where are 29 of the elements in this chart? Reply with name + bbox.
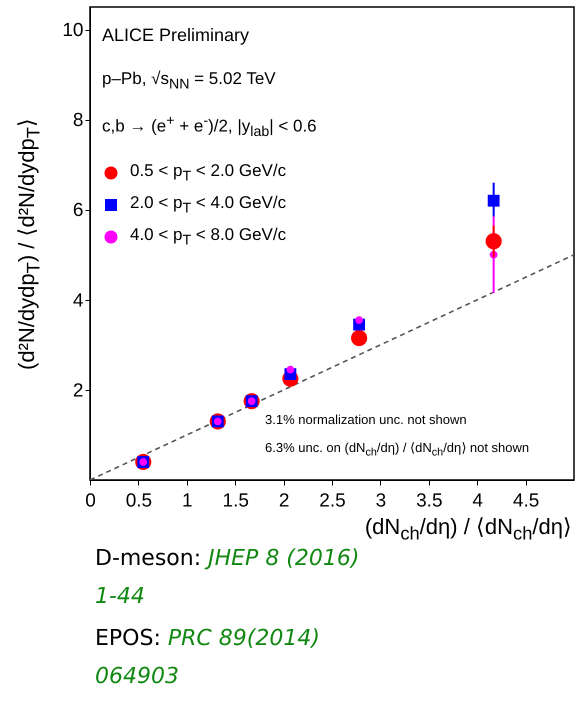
x-tick-label: 0 [85,490,96,512]
y-tick-label: 4 [72,290,84,312]
x-tick-label: 3 [376,490,386,512]
annotation: ALICE Preliminary [102,25,250,46]
annotation: 3.1% normalization unc. not shown [265,412,467,427]
text: D-meson: JHEP 8 (2016) 1-44 [95,546,360,609]
x-tick-label: 4 [472,490,484,512]
x-tick-label: 2 [278,490,290,512]
y-tick-label: 10 [62,20,84,42]
x-tick-label: 3.5 [416,490,443,512]
x-tick-label: 1.5 [222,490,249,512]
legend-label: 4.0 < p$_{T}$ < 8.0 GeV/c [130,225,286,249]
y-tick-label: 2 [72,380,84,402]
point [351,330,368,346]
x-tick-label: 1 [182,490,193,512]
x-tick-label: 2.5 [319,490,346,512]
point [355,316,363,324]
annotation: 6.3% unc. on (dN$_{ch}$/dη) / ⟨dN$_{ch}$/dη⟩ not shown [265,440,530,459]
x-tick-label: 0.5 [126,490,152,512]
annotation: c,b → (e$^{+}$ + e$^{-}$)/2, |y$_{lab}$| < 0.6 [102,113,317,140]
legend-label: 2.0 < p$_{T}$ < 4.0 GeV/c [130,193,286,217]
point [286,366,294,374]
annotation: p–Pb, √s$_{NN}$ = 5.02 TeV [102,69,276,92]
x-axis-title: (dN$_{ch}$/dη) / ⟨dN$_{ch}$/dη⟩ [364,514,572,544]
y-tick-label: 6 [72,200,84,222]
text: EPOS: PRC 89(2014) 064903 [95,625,321,691]
x-tick-label: 4.5 [512,490,540,512]
legend-label: 0.5 < p$_{T}$ < 2.0 GeV/c [130,161,286,185]
y-tick-label: 8 [72,110,84,132]
